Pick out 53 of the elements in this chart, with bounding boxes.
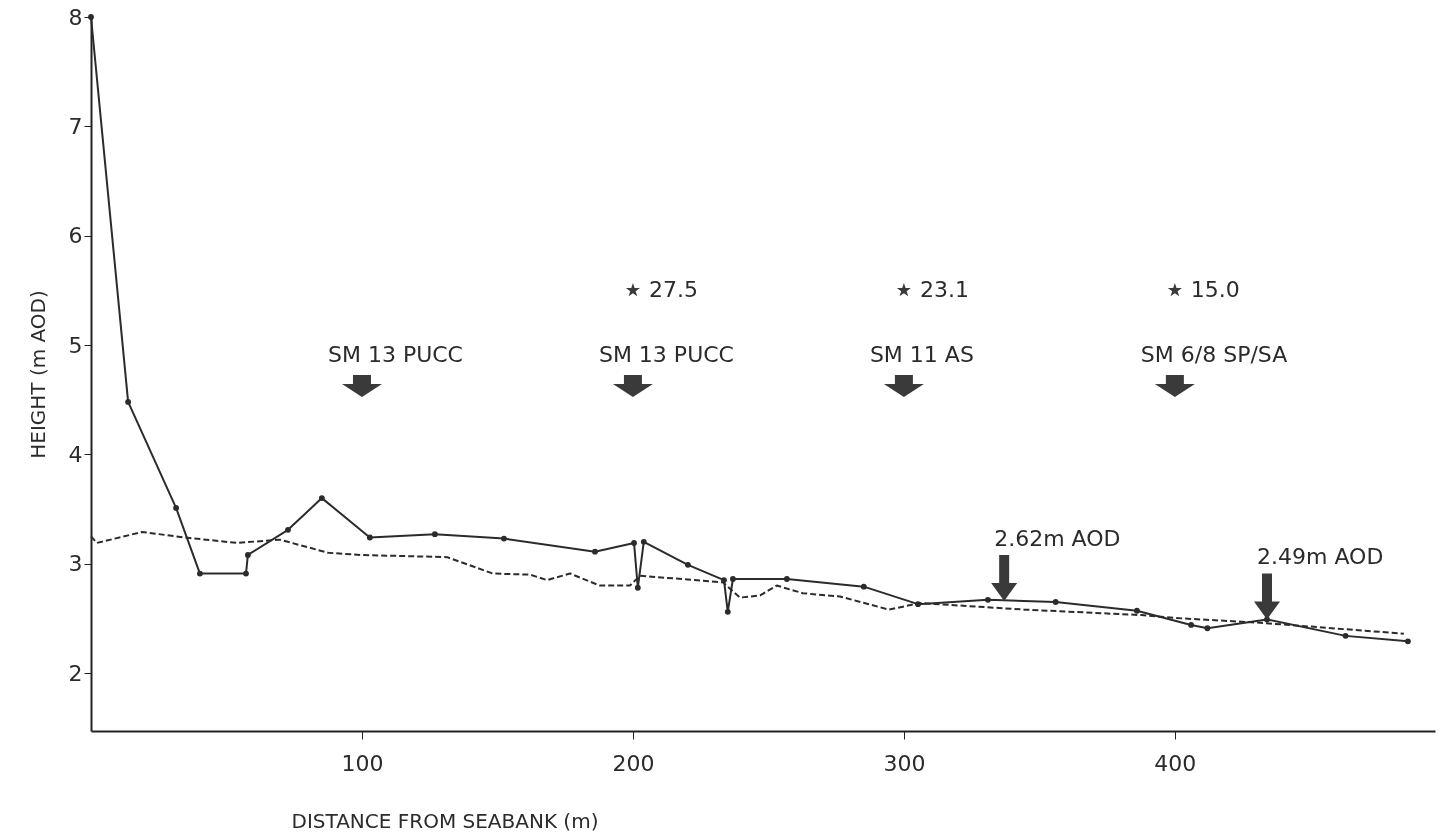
point xyxy=(896,282,911,297)
point xyxy=(631,540,637,546)
point xyxy=(625,282,640,297)
x-tick-label: 200 xyxy=(612,750,655,776)
x-axis-title: DISTANCE FROM SEABANK (m) xyxy=(291,808,599,833)
point xyxy=(634,584,641,591)
point xyxy=(173,505,179,511)
annotation: 2.62m AOD xyxy=(994,525,1121,551)
point xyxy=(640,538,647,545)
point xyxy=(88,14,94,20)
point xyxy=(197,570,203,577)
point xyxy=(431,531,438,538)
annotation: SM 13 PUCC xyxy=(598,342,734,367)
point xyxy=(318,495,325,502)
annotation: SM 11 AS xyxy=(869,342,974,367)
point xyxy=(366,534,373,541)
annotation: SM 6/8 SP/SA xyxy=(1140,342,1288,367)
point xyxy=(1052,599,1059,605)
point xyxy=(1134,607,1140,614)
point xyxy=(1188,622,1195,628)
point xyxy=(783,576,790,582)
point xyxy=(685,561,691,568)
point xyxy=(244,552,251,558)
point xyxy=(592,548,598,555)
y-axis-title: HEIGHT (m AOD) xyxy=(25,290,50,459)
point xyxy=(730,576,736,582)
point xyxy=(243,570,249,577)
point xyxy=(1167,282,1182,297)
annotation: 23.1 xyxy=(919,277,969,303)
y-tick-label: 2 xyxy=(68,660,83,686)
annotation: 2.49m AOD xyxy=(1257,544,1384,570)
point xyxy=(984,596,991,603)
point xyxy=(285,526,291,533)
x-tick-label: 400 xyxy=(1154,750,1197,776)
point xyxy=(860,583,867,590)
y-tick-label: 3 xyxy=(68,551,83,577)
point xyxy=(501,535,507,542)
point xyxy=(1404,638,1411,645)
y-tick-label: 5 xyxy=(68,332,83,358)
annotation: SM 13 PUCC xyxy=(327,342,463,367)
point xyxy=(721,577,727,584)
annotation: 27.5 xyxy=(648,277,698,303)
point xyxy=(1204,625,1211,632)
point xyxy=(724,608,731,615)
y-tick-label: 4 xyxy=(68,441,83,467)
y-tick-label: 6 xyxy=(68,223,83,249)
y-tick-label: 8 xyxy=(68,4,83,30)
y-tick-label: 7 xyxy=(68,113,83,139)
annotation: 15.0 xyxy=(1190,277,1240,303)
x-tick-label: 100 xyxy=(341,750,384,776)
point xyxy=(1342,632,1349,639)
point xyxy=(125,398,132,405)
x-tick-label: 300 xyxy=(883,750,926,776)
